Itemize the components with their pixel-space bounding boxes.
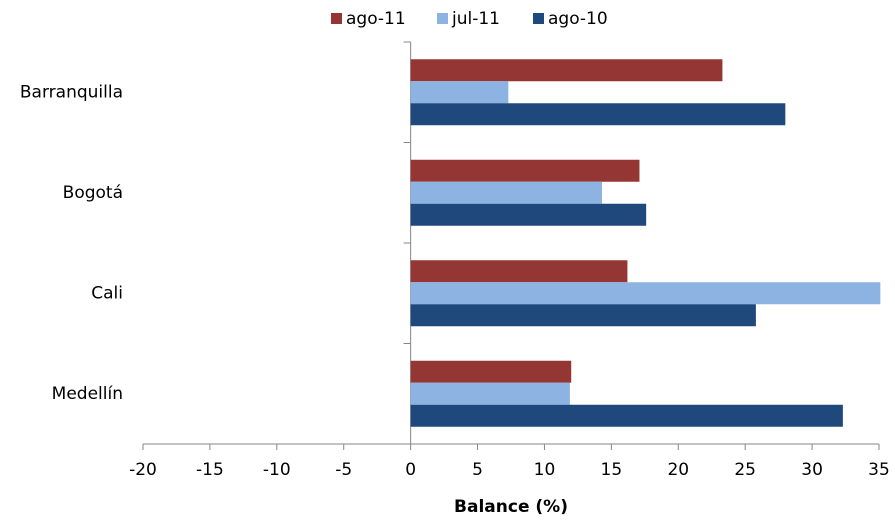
- legend-label: ago-10: [548, 9, 608, 29]
- bar: [410, 304, 756, 327]
- x-tick-label: 30: [801, 460, 823, 480]
- x-tick-label: 5: [472, 460, 483, 480]
- bar: [410, 203, 647, 226]
- bar: [410, 382, 570, 405]
- x-tick-label: 35: [868, 460, 890, 480]
- x-tick-label: -10: [263, 460, 291, 480]
- x-axis-title: Balance (%): [454, 497, 568, 517]
- x-tick-label: 10: [534, 460, 556, 480]
- y-tick-label: Cali: [91, 283, 123, 303]
- x-tick-label: -20: [129, 460, 157, 480]
- legend-swatch: [331, 13, 342, 24]
- bar: [410, 260, 628, 283]
- x-tick-label: -5: [335, 460, 352, 480]
- bar: [410, 282, 881, 305]
- legend-label: ago-11: [346, 9, 406, 29]
- y-tick-label: Medellín: [52, 384, 123, 404]
- x-tick-label: 20: [667, 460, 689, 480]
- x-tick-label: -15: [196, 460, 224, 480]
- legend-swatch: [533, 13, 544, 24]
- y-tick-label: Bogotá: [63, 183, 123, 203]
- legend-swatch: [437, 13, 448, 24]
- bar: [410, 81, 509, 104]
- bar: [410, 360, 572, 383]
- bar: [410, 59, 723, 82]
- bar: [410, 181, 602, 204]
- bar: [410, 103, 786, 126]
- x-tick-label: 0: [405, 460, 416, 480]
- y-tick-label: Barranquilla: [20, 82, 123, 102]
- bar: [410, 404, 843, 427]
- x-tick-label: 15: [601, 460, 623, 480]
- bar: [410, 159, 640, 182]
- x-tick-label: 25: [734, 460, 756, 480]
- legend-label: jul-11: [451, 9, 500, 29]
